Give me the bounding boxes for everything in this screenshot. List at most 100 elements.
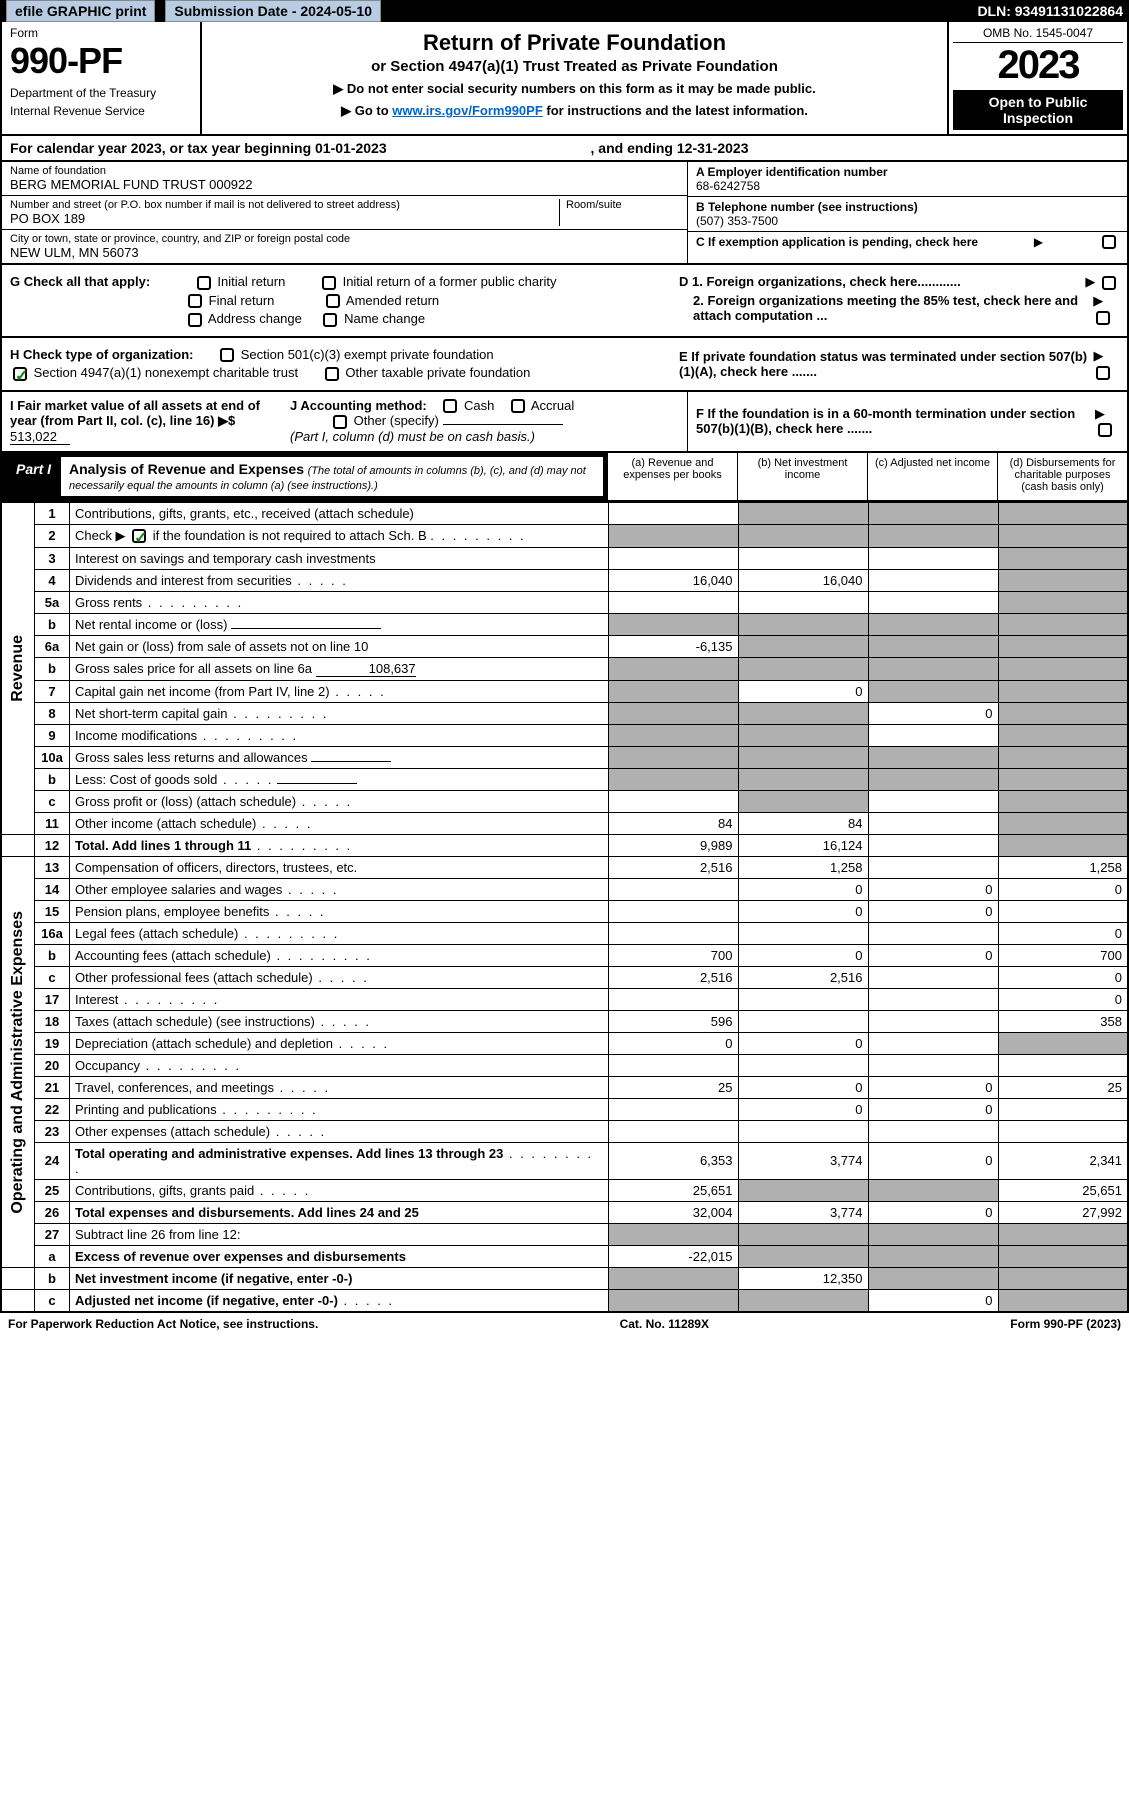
- cb-d1[interactable]: [1102, 276, 1116, 290]
- j-label: J Accounting method:: [290, 398, 427, 413]
- dept-treasury: Department of the Treasury: [10, 86, 192, 100]
- r14-b: 0: [738, 878, 868, 900]
- ln-14: 14: [35, 878, 70, 900]
- r21-c: 0: [868, 1076, 998, 1098]
- r16b-d: 700: [998, 944, 1128, 966]
- cb-cash[interactable]: [443, 399, 457, 413]
- efile-print-button[interactable]: efile GRAPHIC print: [6, 0, 155, 22]
- row-16c: cOther professional fees (attach schedul…: [1, 966, 1128, 988]
- r4-a: 16,040: [608, 569, 738, 591]
- note-ssn: ▶ Do not enter social security numbers o…: [210, 81, 939, 97]
- cb-other-taxable[interactable]: [325, 367, 339, 381]
- row-17: 17Interest0: [1, 988, 1128, 1010]
- ein-label: A Employer identification number: [696, 165, 1119, 179]
- cb-address[interactable]: [188, 313, 202, 327]
- row-24: 24Total operating and administrative exp…: [1, 1142, 1128, 1179]
- r27b-b: 12,350: [738, 1267, 868, 1289]
- ln-19: 19: [35, 1032, 70, 1054]
- r4-b: 16,040: [738, 569, 868, 591]
- desc-22: Printing and publications: [70, 1098, 609, 1120]
- desc-19: Depreciation (attach schedule) and deple…: [70, 1032, 609, 1054]
- ij-left: I Fair market value of all assets at end…: [2, 392, 687, 451]
- room-label: Room/suite: [566, 199, 679, 211]
- irs-link[interactable]: www.irs.gov/Form990PF: [392, 103, 543, 118]
- part1-desc: Part I Analysis of Revenue and Expenses …: [2, 453, 607, 500]
- r6a-a: -6,135: [608, 635, 738, 657]
- ln-23: 23: [35, 1120, 70, 1142]
- desc-18: Taxes (attach schedule) (see instruction…: [70, 1010, 609, 1032]
- r14-d: 0: [998, 878, 1128, 900]
- r13-b: 1,258: [738, 856, 868, 878]
- row-11: 11Other income (attach schedule)8484: [1, 812, 1128, 834]
- r25-a: 25,651: [608, 1179, 738, 1201]
- h-label: H Check type of organization:: [10, 347, 193, 362]
- ln-9: 9: [35, 724, 70, 746]
- header-center: Return of Private Foundation or Section …: [202, 22, 947, 134]
- ln-1: 1: [35, 502, 70, 524]
- cb-d2[interactable]: [1096, 311, 1110, 325]
- part1-label: Part I: [6, 457, 61, 496]
- cb-501c3[interactable]: [220, 348, 234, 362]
- row-5b: bNet rental income or (loss): [1, 613, 1128, 635]
- desc-5a: Gross rents: [70, 591, 609, 613]
- section-h-e: H Check type of organization: Section 50…: [0, 338, 1129, 392]
- addr-value: PO BOX 189: [10, 211, 559, 226]
- cb-f[interactable]: [1098, 423, 1112, 437]
- phone-cell: B Telephone number (see instructions) (5…: [688, 197, 1127, 232]
- cb-other-method[interactable]: [333, 415, 347, 429]
- arrow-icon: ▶: [1034, 235, 1043, 249]
- r26-a: 32,004: [608, 1201, 738, 1223]
- ln-7: 7: [35, 680, 70, 702]
- desc-12: Total. Add lines 1 through 11: [70, 834, 609, 856]
- cb-initial-former[interactable]: [322, 276, 336, 290]
- info-right: A Employer identification number 68-6242…: [687, 162, 1127, 263]
- cb-4947[interactable]: [13, 367, 27, 381]
- ln-10b: b: [35, 768, 70, 790]
- r15-b: 0: [738, 900, 868, 922]
- cb-accrual[interactable]: [511, 399, 525, 413]
- row-16a: 16aLegal fees (attach schedule)0: [1, 922, 1128, 944]
- r11-a: 84: [608, 812, 738, 834]
- d2-label: 2. Foreign organizations meeting the 85%…: [679, 293, 1093, 325]
- address-cell: Number and street (or P.O. box number if…: [2, 196, 687, 230]
- note-goto: ▶ Go to www.irs.gov/Form990PF for instru…: [210, 103, 939, 119]
- cb-amended[interactable]: [326, 294, 340, 308]
- e-section: E If private foundation status was termi…: [679, 344, 1119, 384]
- desc-15: Pension plans, employee benefits: [70, 900, 609, 922]
- ln-3: 3: [35, 547, 70, 569]
- desc-27: Subtract line 26 from line 12:: [70, 1223, 609, 1245]
- ln-27b: b: [35, 1267, 70, 1289]
- g-initial: Initial return: [217, 274, 285, 289]
- j-cash: Cash: [464, 398, 494, 413]
- col-c-head: (c) Adjusted net income: [867, 453, 997, 500]
- r15-c: 0: [868, 900, 998, 922]
- r21-b: 0: [738, 1076, 868, 1098]
- cb-name[interactable]: [323, 313, 337, 327]
- ln-15: 15: [35, 900, 70, 922]
- d1-label: D 1. Foreign organizations, check here..…: [679, 274, 961, 290]
- submission-date: Submission Date - 2024-05-10: [165, 0, 381, 22]
- cal-mid: , and ending: [591, 140, 677, 156]
- desc-17: Interest: [70, 988, 609, 1010]
- ln-20: 20: [35, 1054, 70, 1076]
- col-a-head: (a) Revenue and expenses per books: [607, 453, 737, 500]
- ln-5a: 5a: [35, 591, 70, 613]
- ein-value: 68-6242758: [696, 179, 1119, 193]
- cb-initial[interactable]: [197, 276, 211, 290]
- ln-26: 26: [35, 1201, 70, 1223]
- i-value: 513,022: [10, 429, 70, 445]
- cb-final[interactable]: [188, 294, 202, 308]
- foundation-name-cell: Name of foundation BERG MEMORIAL FUND TR…: [2, 162, 687, 196]
- c-checkbox[interactable]: [1102, 235, 1116, 249]
- desc-21: Travel, conferences, and meetings: [70, 1076, 609, 1098]
- row-6a: 6aNet gain or (loss) from sale of assets…: [1, 635, 1128, 657]
- r13-a: 2,516: [608, 856, 738, 878]
- cb-schb[interactable]: [132, 529, 146, 543]
- cb-e[interactable]: [1096, 366, 1110, 380]
- f-label: F If the foundation is in a 60-month ter…: [696, 406, 1095, 436]
- r27c-c: 0: [868, 1289, 998, 1312]
- desc-8: Net short-term capital gain: [70, 702, 609, 724]
- ln-13: 13: [35, 856, 70, 878]
- g-section: G Check all that apply: Initial return I…: [10, 271, 679, 330]
- top-bar-left: efile GRAPHIC print Submission Date - 20…: [6, 3, 381, 19]
